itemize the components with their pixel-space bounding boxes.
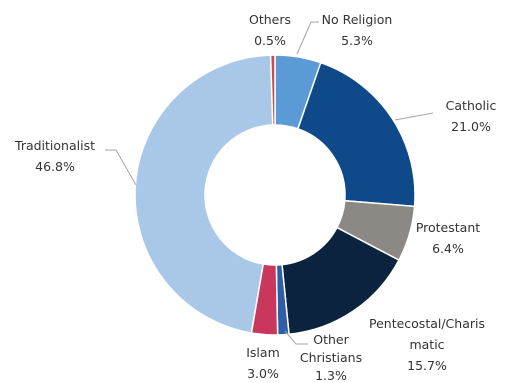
leader-line-traditionalist [105, 149, 137, 186]
slice-others [269, 54, 276, 126]
slice-traditionalist [134, 54, 274, 334]
data-label-pentecostal-charis-matic: Pentecostal/Charis matic 15.7% [369, 316, 485, 373]
data-label-no-religion: No Religion 5.3% [322, 12, 393, 48]
data-label-islam: Islam 3.0% [246, 345, 280, 381]
leader-line-other-christians [284, 330, 308, 345]
leader-line-catholic [394, 112, 434, 121]
slice-pentecostal-charis-matic [281, 226, 400, 336]
leader-line-no-religion [296, 21, 319, 55]
slices-group [134, 54, 416, 336]
slice-catholic [296, 61, 416, 208]
labels-group: No Religion 5.3% Catholic 21.0% Protestant 6.… [14, 12, 496, 383]
data-label-other-christians: Other Christians 1.3% [300, 332, 362, 383]
data-label-protestant: Protestant 6.4% [416, 220, 480, 256]
data-label-traditionalist: Traditionalist 46.8% [14, 138, 95, 174]
data-label-catholic: Catholic 21.0% [446, 98, 497, 134]
data-label-others: Others 0.5% [249, 12, 291, 48]
